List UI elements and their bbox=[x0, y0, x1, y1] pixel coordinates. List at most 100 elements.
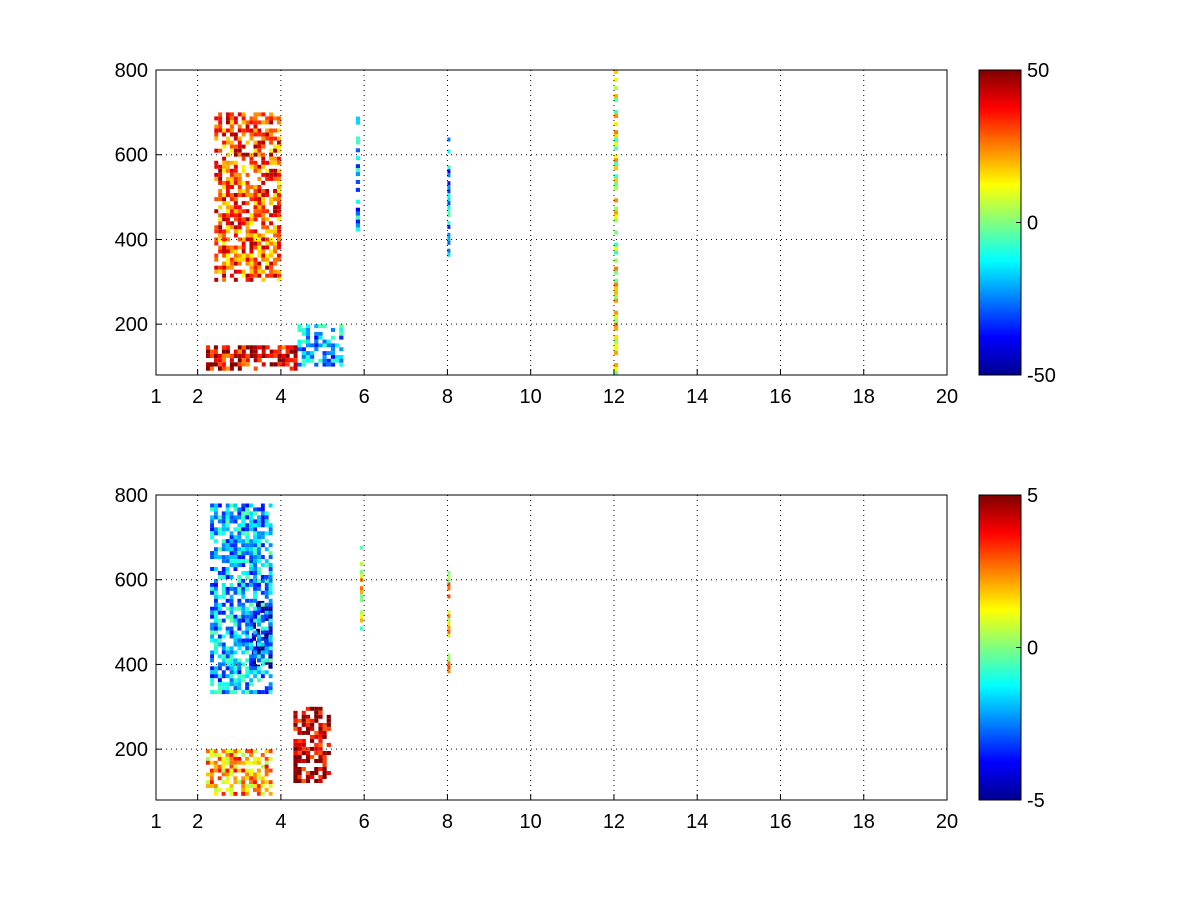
heatmap-cell bbox=[277, 209, 281, 214]
heatmap-cell bbox=[253, 531, 257, 536]
heatmap-cell bbox=[277, 185, 281, 189]
heatmap-cell bbox=[269, 148, 273, 153]
heatmap-cell bbox=[214, 148, 219, 153]
heatmap-cell bbox=[310, 738, 315, 743]
heatmap-cell bbox=[257, 269, 262, 274]
heatmap-cell bbox=[293, 349, 298, 354]
heatmap-cell bbox=[305, 775, 311, 779]
heatmap-cell bbox=[297, 767, 302, 771]
heatmap-cell bbox=[221, 662, 226, 667]
heatmap-cell bbox=[225, 575, 230, 579]
heatmap-cell bbox=[226, 120, 230, 125]
heatmap-cell bbox=[229, 674, 234, 679]
heatmap-cell bbox=[217, 666, 222, 671]
heatmap-cell bbox=[253, 563, 257, 567]
heatmap-cell bbox=[297, 771, 302, 775]
heatmap-cell bbox=[214, 225, 219, 230]
heatmap-cell bbox=[221, 646, 226, 651]
heatmap-cell bbox=[233, 507, 238, 512]
heatmap-cell bbox=[330, 335, 336, 340]
heatmap-cell bbox=[241, 523, 246, 528]
heatmap-cell bbox=[237, 598, 242, 603]
heatmap-cell bbox=[249, 241, 254, 246]
heatmap-cell bbox=[206, 760, 210, 765]
heatmap-cell bbox=[245, 531, 250, 536]
heatmap-cell bbox=[253, 345, 258, 350]
heatmap-cell bbox=[221, 674, 226, 679]
heatmap-cell bbox=[241, 674, 246, 679]
heatmap-cell bbox=[225, 760, 230, 765]
heatmap-cell bbox=[277, 358, 282, 363]
heatmap-cell bbox=[237, 666, 242, 671]
heatmap-cell bbox=[249, 136, 254, 141]
heatmap-cell bbox=[257, 237, 262, 242]
heatmap-cell bbox=[237, 144, 242, 149]
heatmap-cell bbox=[310, 351, 315, 355]
heatmap-cell bbox=[257, 670, 261, 675]
heatmap-cell bbox=[322, 775, 327, 779]
heatmap-cell bbox=[261, 213, 266, 218]
heatmap-cell bbox=[273, 269, 277, 274]
heatmap-cell bbox=[241, 578, 246, 583]
heatmap-cell bbox=[360, 562, 363, 566]
heatmap-cell bbox=[249, 253, 254, 258]
heatmap-cell bbox=[218, 237, 223, 242]
heatmap-cell bbox=[273, 261, 277, 266]
heatmap-cell bbox=[237, 237, 242, 242]
heatmap-cell bbox=[206, 345, 210, 350]
heatmap-cell bbox=[237, 539, 242, 544]
heatmap-cell bbox=[253, 567, 257, 571]
heatmap-cell bbox=[233, 760, 238, 765]
grid-lines-1 bbox=[156, 70, 947, 375]
heatmap-cell bbox=[241, 519, 246, 524]
heatmap-cell bbox=[257, 358, 262, 363]
heatmap-cell bbox=[281, 362, 286, 367]
heatmap-cell bbox=[301, 710, 306, 715]
heatmap-cell bbox=[209, 353, 214, 358]
heatmap-cell bbox=[277, 225, 281, 230]
heatmap-cell bbox=[264, 628, 269, 633]
heatmap-cell bbox=[249, 257, 254, 262]
heatmap-cell bbox=[249, 555, 254, 560]
heatmap-cell bbox=[249, 638, 254, 643]
heatmap-cell bbox=[277, 140, 281, 145]
heatmap-cell bbox=[277, 168, 281, 173]
heatmap-cell bbox=[241, 527, 246, 532]
colorbar-tick-label: 0 bbox=[1027, 213, 1038, 235]
heatmap-cell bbox=[261, 221, 266, 226]
heatmap-cell bbox=[241, 189, 246, 193]
heatmap-cell bbox=[245, 760, 249, 765]
heatmap-cell bbox=[233, 245, 238, 250]
heatmap-cell bbox=[268, 612, 273, 617]
heatmap-cell bbox=[293, 763, 298, 767]
heatmap-cell bbox=[249, 185, 254, 189]
heatmap-cell bbox=[217, 519, 222, 524]
heatmap-cell bbox=[277, 237, 281, 242]
heatmap-cell bbox=[268, 523, 273, 528]
heatmap-cell bbox=[233, 144, 238, 149]
heatmap-cell bbox=[237, 148, 242, 153]
heatmap-cell bbox=[210, 590, 214, 595]
x-tick-label: 1 bbox=[150, 811, 161, 833]
heatmap-cell bbox=[249, 217, 254, 222]
heatmap-cell bbox=[289, 366, 294, 371]
heatmap-cell bbox=[257, 128, 262, 133]
heatmap-cell bbox=[613, 86, 619, 91]
heatmap-cell bbox=[264, 749, 269, 754]
heatmap-cell bbox=[213, 768, 218, 773]
heatmap-cell bbox=[245, 273, 250, 278]
heatmap-cell bbox=[214, 610, 218, 615]
heatmap-cell bbox=[253, 610, 257, 615]
heatmap-cell bbox=[210, 634, 214, 639]
heatmap-cell bbox=[225, 658, 230, 663]
heatmap-cell bbox=[264, 642, 269, 647]
heatmap-cell bbox=[268, 646, 273, 651]
heatmap-cell bbox=[217, 531, 222, 536]
heatmap-cell bbox=[241, 217, 246, 222]
heatmap-cell bbox=[237, 136, 242, 141]
heatmap-cell bbox=[326, 343, 331, 348]
heatmap-cell bbox=[206, 362, 210, 367]
heatmap-cell bbox=[249, 760, 253, 765]
heatmap-cell bbox=[447, 169, 451, 174]
heatmap-cell bbox=[226, 253, 230, 258]
